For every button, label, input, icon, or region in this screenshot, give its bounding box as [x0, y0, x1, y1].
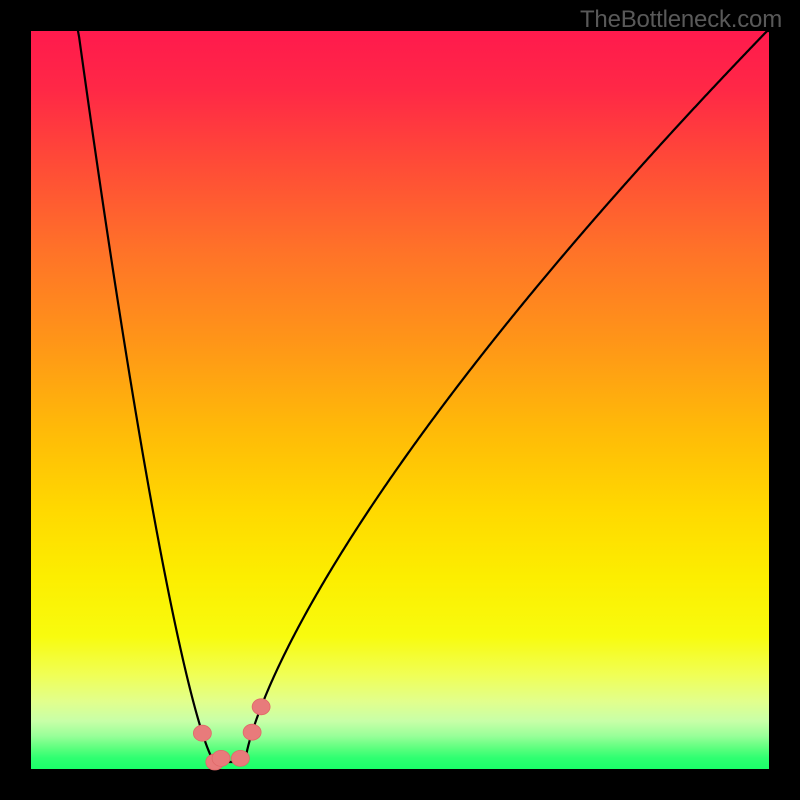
- marker-point: [243, 724, 261, 740]
- markers-group: [193, 699, 270, 770]
- marker-point: [193, 725, 211, 741]
- marker-point: [231, 750, 249, 766]
- marker-point: [212, 750, 230, 766]
- marker-point: [252, 699, 270, 715]
- chart-container: TheBottleneck.com: [0, 0, 800, 800]
- watermark-text: TheBottleneck.com: [580, 6, 782, 34]
- bottleneck-curve: [78, 31, 769, 762]
- chart-svg: [0, 0, 800, 800]
